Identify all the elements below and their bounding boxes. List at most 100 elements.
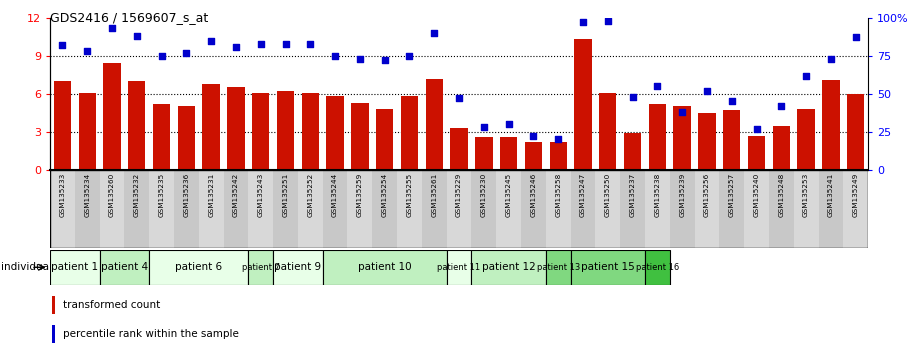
Bar: [472, 170, 496, 248]
Text: GSM135237: GSM135237: [630, 172, 635, 217]
Point: [328, 53, 343, 58]
Point: [155, 53, 169, 58]
Bar: [645, 250, 670, 285]
Bar: [104, 63, 121, 170]
Bar: [199, 170, 224, 248]
Bar: [376, 109, 394, 170]
Point: [700, 88, 714, 93]
Text: GSM135253: GSM135253: [804, 172, 809, 217]
Bar: [496, 170, 521, 248]
Point: [749, 126, 764, 132]
Point: [129, 33, 144, 39]
Bar: [174, 170, 199, 248]
Bar: [723, 110, 741, 170]
Text: GSM135244: GSM135244: [332, 172, 338, 217]
Text: patient 4: patient 4: [101, 262, 148, 272]
Text: GSM135258: GSM135258: [555, 172, 561, 217]
Bar: [128, 81, 145, 170]
Text: GSM135260: GSM135260: [109, 172, 115, 217]
Text: GSM135248: GSM135248: [778, 172, 784, 217]
Bar: [177, 107, 195, 170]
Bar: [397, 170, 422, 248]
Bar: [373, 170, 397, 248]
Bar: [670, 170, 694, 248]
Bar: [545, 170, 571, 248]
Text: GSM135235: GSM135235: [158, 172, 165, 217]
Bar: [823, 80, 840, 170]
Text: patient 9: patient 9: [275, 262, 322, 272]
Bar: [698, 113, 715, 170]
Bar: [326, 96, 344, 170]
Point: [353, 56, 367, 62]
Point: [601, 18, 615, 24]
Bar: [446, 170, 472, 248]
Text: GSM135252: GSM135252: [307, 172, 314, 217]
Text: patient 1: patient 1: [51, 262, 98, 272]
Bar: [323, 170, 347, 248]
Bar: [748, 136, 765, 170]
Bar: [298, 170, 323, 248]
Point: [80, 48, 95, 54]
Text: GDS2416 / 1569607_s_at: GDS2416 / 1569607_s_at: [50, 11, 208, 24]
Point: [575, 19, 590, 25]
Text: GSM135251: GSM135251: [283, 172, 288, 217]
Text: GSM135259: GSM135259: [357, 172, 363, 217]
Text: GSM135249: GSM135249: [853, 172, 859, 217]
Bar: [149, 250, 248, 285]
Point: [526, 133, 541, 139]
Text: transformed count: transformed count: [63, 299, 160, 310]
Bar: [302, 92, 319, 170]
Bar: [794, 170, 818, 248]
Text: GSM135232: GSM135232: [134, 172, 140, 217]
Bar: [422, 170, 446, 248]
Bar: [323, 250, 446, 285]
Point: [848, 35, 863, 40]
Text: GSM135245: GSM135245: [505, 172, 512, 217]
Text: GSM135257: GSM135257: [729, 172, 734, 217]
Bar: [472, 250, 545, 285]
Bar: [75, 170, 100, 248]
Bar: [545, 250, 571, 285]
Text: GSM135229: GSM135229: [456, 172, 462, 217]
Bar: [595, 170, 620, 248]
Text: patient 13: patient 13: [536, 263, 580, 272]
Text: patient 12: patient 12: [482, 262, 535, 272]
Point: [377, 57, 392, 63]
Bar: [273, 250, 323, 285]
Text: GSM135247: GSM135247: [580, 172, 586, 217]
Bar: [446, 250, 472, 285]
Bar: [475, 137, 493, 170]
Bar: [847, 94, 864, 170]
Bar: [694, 170, 719, 248]
Bar: [248, 170, 273, 248]
Bar: [153, 104, 170, 170]
Point: [179, 50, 194, 56]
Text: patient 16: patient 16: [635, 263, 679, 272]
Point: [824, 56, 838, 62]
Text: GSM135242: GSM135242: [233, 172, 239, 217]
Text: GSM135240: GSM135240: [754, 172, 760, 217]
Bar: [521, 170, 545, 248]
Bar: [450, 128, 468, 170]
Bar: [425, 79, 443, 170]
Text: patient 6: patient 6: [175, 262, 223, 272]
Bar: [500, 137, 517, 170]
Bar: [574, 39, 592, 170]
Bar: [78, 92, 95, 170]
Point: [724, 98, 739, 104]
Text: GSM135231: GSM135231: [208, 172, 215, 217]
Point: [650, 83, 664, 89]
Point: [254, 41, 268, 46]
Bar: [273, 170, 298, 248]
Bar: [224, 170, 248, 248]
Point: [229, 44, 244, 50]
Bar: [624, 133, 641, 170]
Text: GSM135241: GSM135241: [828, 172, 834, 217]
Bar: [719, 170, 744, 248]
Bar: [550, 142, 567, 170]
Text: GSM135230: GSM135230: [481, 172, 487, 217]
Bar: [769, 170, 794, 248]
Text: patient 7: patient 7: [242, 263, 280, 272]
Point: [427, 30, 442, 36]
Bar: [347, 170, 373, 248]
